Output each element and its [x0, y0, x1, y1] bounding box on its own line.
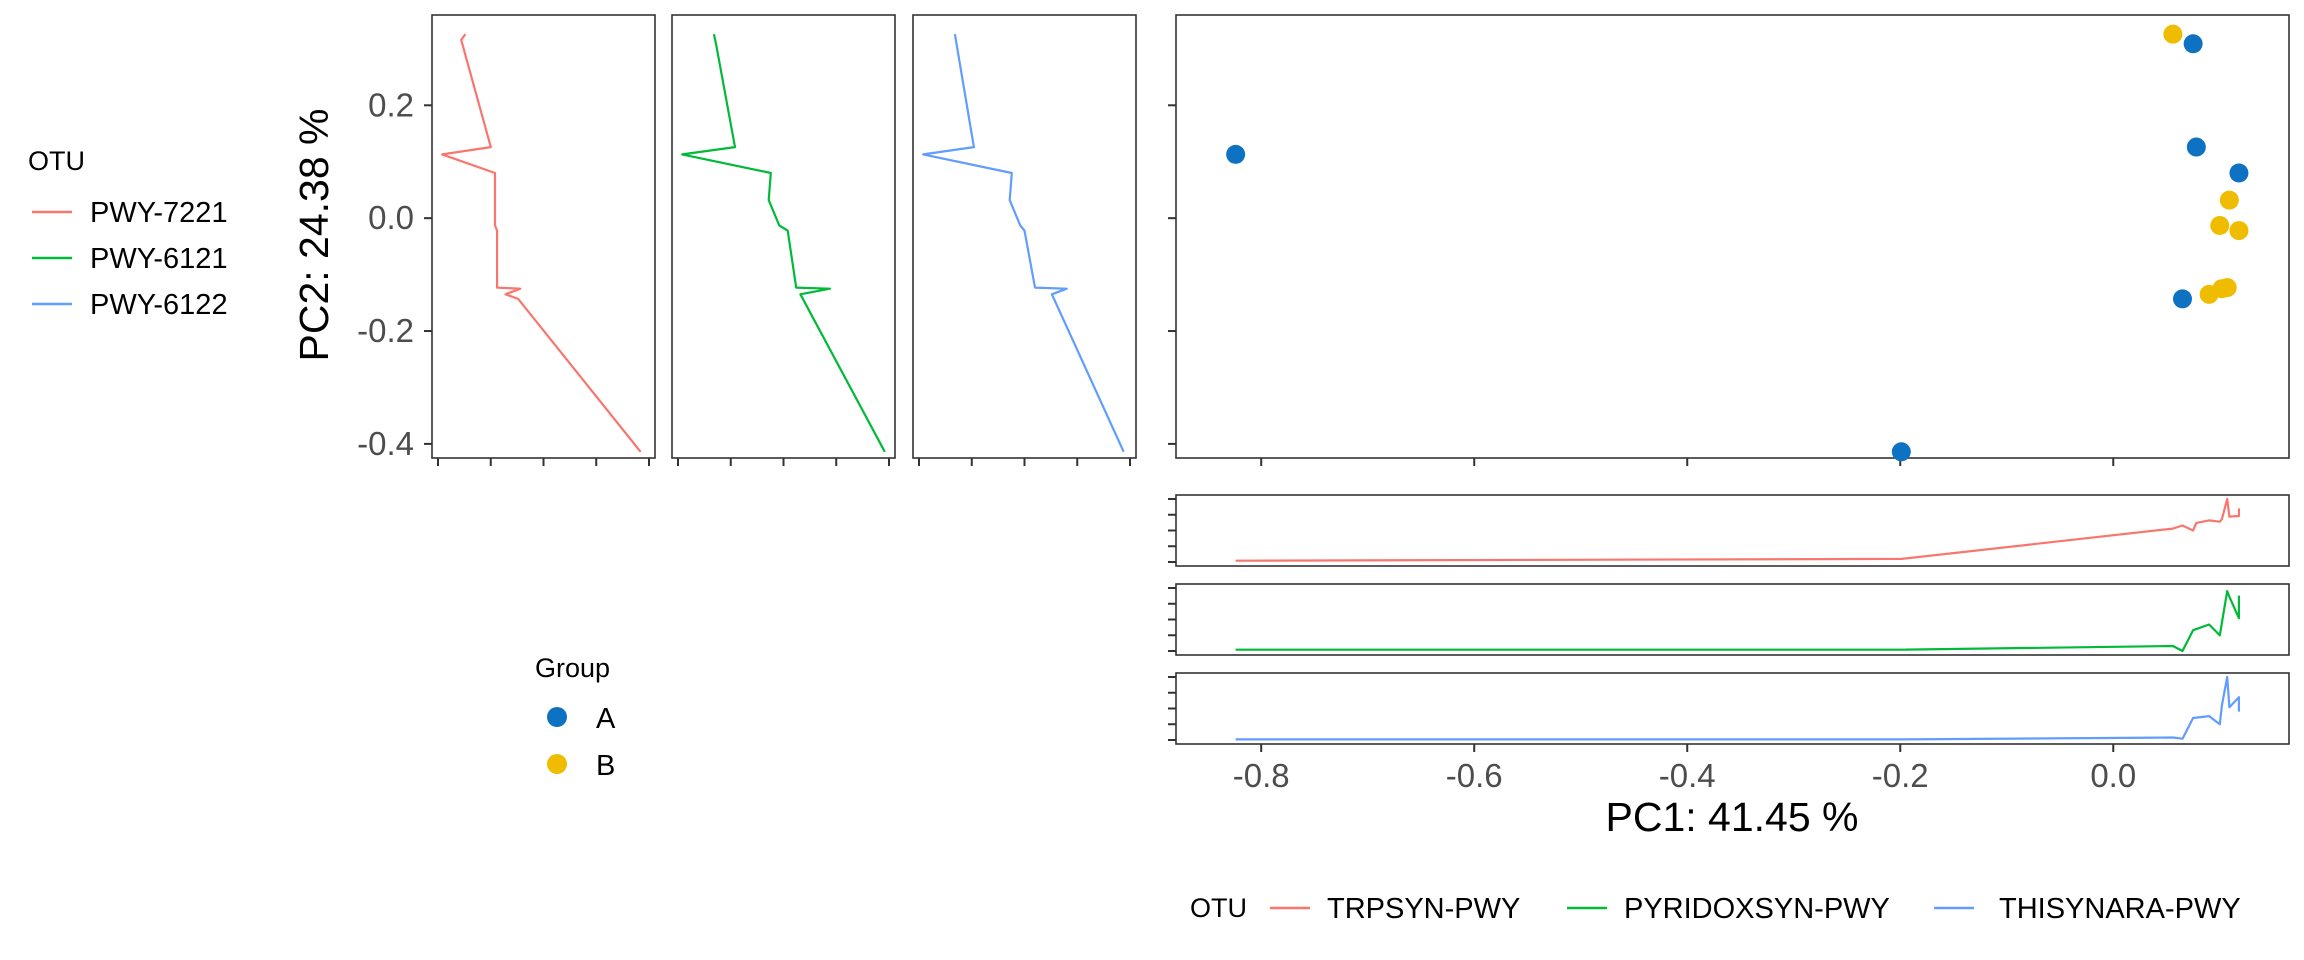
x-side-panel-3: [1168, 672, 2290, 745]
main-x-ticks: [1260, 458, 2115, 466]
otu-legend-left-title: OTU: [28, 146, 85, 176]
main-y-ticks: [1168, 104, 1176, 445]
group-legend-label-a: A: [596, 703, 616, 735]
x-tick-label: -0.6: [1446, 757, 1503, 794]
x-side-panel-1: [1168, 494, 2290, 567]
scatter-points: [1226, 24, 2249, 462]
data-point-a: [2186, 137, 2206, 157]
data-point-a: [1226, 144, 1246, 164]
otu-legend-left-label-1: PWY-7221: [90, 197, 228, 229]
x-tick-label: -0.4: [1659, 757, 1716, 794]
otu-legend-bottom-label-2: PYRIDOXSYN-PWY: [1624, 893, 1890, 925]
main-scatter-panel: [1168, 14, 2290, 466]
x-side-panel-1-ticks: [1168, 498, 1176, 563]
data-point-b: [2210, 215, 2230, 235]
data-point-b: [2199, 284, 2219, 304]
y-side-panel-2-ticks: [677, 458, 890, 466]
group-legend-key-a: [547, 707, 567, 727]
data-point-b: [2163, 24, 2183, 44]
data-point-a: [2229, 163, 2249, 183]
otu-legend-bottom-label-1: TRPSYN-PWY: [1327, 893, 1520, 925]
data-point-b: [2229, 221, 2249, 241]
x-tick-label: -0.2: [1872, 757, 1929, 794]
x-tick-label: -0.8: [1233, 757, 1290, 794]
x-axis-title: PC1: 41.45 %: [1606, 794, 1859, 840]
y-side-panel-1-ticks: [437, 458, 650, 466]
y-side-panel-1-line: [441, 33, 642, 453]
y-side-panel-3-ticks: [918, 458, 1131, 466]
group-legend-key-b: [547, 754, 567, 774]
x-side-panel-3-line: [1235, 675, 2240, 741]
data-point-a: [2183, 34, 2203, 54]
x-side-panel-3-ticks: [1168, 676, 1176, 741]
data-point-a: [1891, 442, 1911, 462]
y-side-panel-2-line: [681, 33, 886, 453]
y-side-panel-1: [431, 14, 656, 466]
group-legend: Group A B: [535, 653, 616, 782]
x-tick-label: 0.0: [2090, 757, 2136, 794]
y-tick-label: 0.0: [368, 199, 414, 236]
y-tick-label: -0.2: [357, 312, 414, 349]
y-tick-label: -0.4: [357, 425, 414, 462]
x-side-panel-2-line: [1235, 590, 2240, 653]
data-point-b: [2219, 190, 2239, 210]
group-legend-title: Group: [535, 653, 610, 683]
x-side-panel-2-ticks: [1168, 587, 1176, 652]
x-tick-labels: -0.8 -0.6 -0.4 -0.2 0.0: [1233, 744, 2136, 794]
y-tick-labels: -0.4 -0.2 0.0 0.2: [357, 86, 432, 462]
y-side-panel-3-line: [922, 34, 1125, 453]
otu-legend-bottom: OTU TRPSYN-PWY PYRIDOXSYN-PWY THISYNARA-…: [1190, 893, 2241, 925]
y-axis-title: PC2: 24.38 %: [291, 109, 337, 362]
x-side-panel-1-line: [1235, 497, 2240, 562]
otu-legend-left-label-3: PWY-6122: [90, 289, 228, 321]
group-legend-label-b: B: [596, 750, 615, 782]
otu-legend-bottom-title: OTU: [1190, 893, 1247, 923]
otu-legend-left: OTU PWY-7221 PWY-6121 PWY-6122: [28, 146, 228, 321]
otu-legend-bottom-label-3: THISYNARA-PWY: [1999, 893, 2241, 925]
y-side-panel-3: [912, 14, 1137, 466]
data-point-a: [2172, 289, 2192, 309]
main-panel-border: [1175, 14, 2290, 459]
otu-legend-left-label-2: PWY-6121: [90, 243, 228, 275]
y-side-panel-2: [671, 14, 896, 466]
y-tick-label: 0.2: [368, 86, 414, 123]
x-side-panel-2: [1168, 583, 2290, 656]
